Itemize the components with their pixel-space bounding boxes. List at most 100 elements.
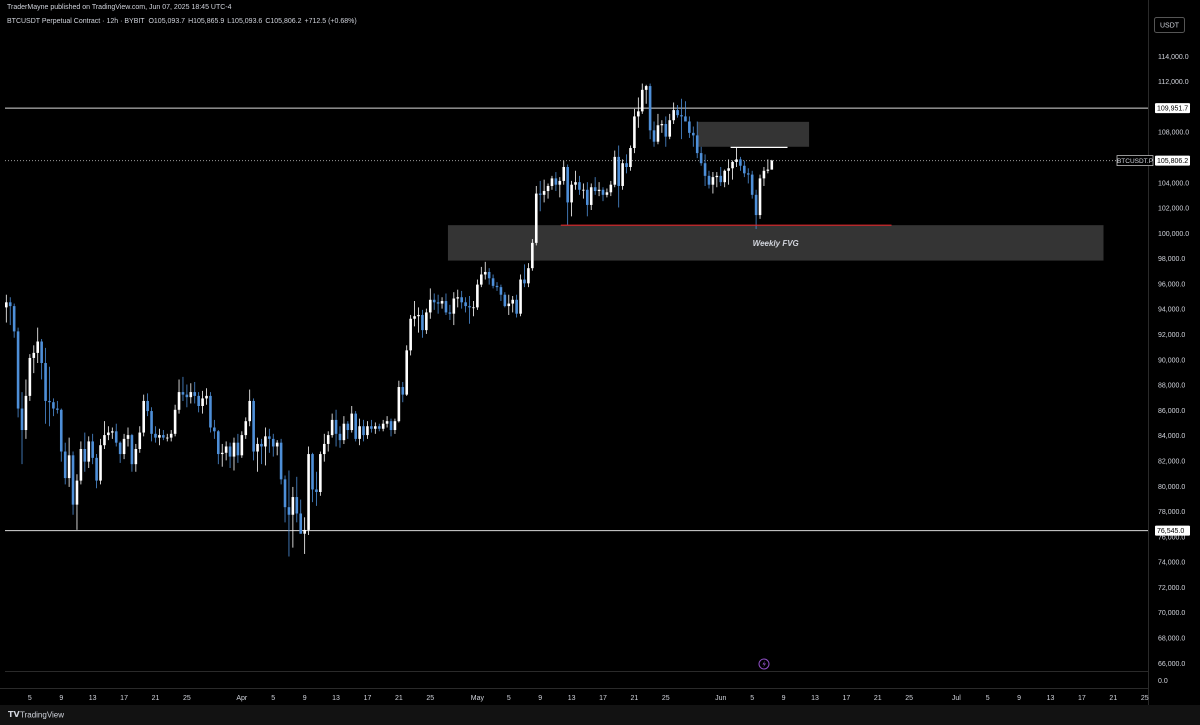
candle-body xyxy=(542,191,546,195)
candle-body xyxy=(762,170,766,179)
level-label-box xyxy=(1155,525,1190,536)
candle-body xyxy=(118,442,122,455)
candle-body xyxy=(12,306,16,332)
legend-low: L105,093.6 xyxy=(227,18,262,25)
currency[interactable]: USDT xyxy=(1160,22,1180,29)
candle-body xyxy=(464,302,467,307)
candle-body xyxy=(103,435,106,446)
candle-body xyxy=(165,437,169,439)
candle-body xyxy=(126,435,130,439)
candle-body xyxy=(452,298,456,314)
candle-body xyxy=(114,431,118,443)
candle-body xyxy=(16,331,20,409)
candle-body xyxy=(538,193,542,195)
candle-body xyxy=(154,433,157,438)
candle-body xyxy=(460,297,463,303)
x-tick-label: 13 xyxy=(89,695,97,702)
candle-body xyxy=(491,278,495,286)
currency-box[interactable] xyxy=(1154,17,1185,33)
candle-body xyxy=(680,115,683,117)
candle-body xyxy=(268,436,271,439)
last-price-name: BTCUSDT.P xyxy=(1117,158,1153,165)
candle-body xyxy=(664,124,668,137)
y-tick-label: 78,000.0 xyxy=(1158,509,1185,516)
candle-body xyxy=(130,435,134,465)
candle-body xyxy=(719,175,723,183)
x-tick-label: 9 xyxy=(782,695,786,702)
candle-body xyxy=(421,314,424,331)
candle-body xyxy=(264,436,267,447)
x-tick-label: 17 xyxy=(599,695,607,702)
candle-body xyxy=(252,400,255,452)
candle-body xyxy=(691,132,695,136)
candle-body xyxy=(574,182,577,185)
candle-body xyxy=(79,448,83,481)
legend-close: C105,806.2 xyxy=(265,18,301,25)
candle-body xyxy=(585,189,589,205)
candle-body xyxy=(770,160,774,170)
candle-body xyxy=(727,168,730,171)
legend-high: H105,865.9 xyxy=(188,18,224,25)
candle-body xyxy=(83,448,87,462)
candle-body xyxy=(609,184,613,193)
candle-body xyxy=(503,294,507,307)
candle-body xyxy=(589,187,593,205)
candle-body xyxy=(213,427,216,432)
y-tick-label: 86,000.0 xyxy=(1158,408,1185,415)
candle-body xyxy=(499,287,503,295)
candle-body xyxy=(417,314,420,317)
y-tick-label: 66,000.0 xyxy=(1158,661,1185,668)
candle-body xyxy=(240,435,244,456)
candle-body xyxy=(531,242,534,269)
candle-body xyxy=(617,156,621,186)
candle-body xyxy=(260,443,263,447)
candle-body xyxy=(625,163,628,168)
zone-label: Weekly FVG xyxy=(753,239,799,248)
zone xyxy=(697,121,810,147)
candle-body xyxy=(601,189,605,195)
candle-body xyxy=(562,167,566,181)
candle-body xyxy=(71,455,75,505)
x-tick-label: 21 xyxy=(631,695,639,702)
y-tick-label: 114,000.0 xyxy=(1158,54,1189,61)
candle-body xyxy=(621,163,624,186)
candle-body xyxy=(660,124,664,126)
candle-body xyxy=(758,178,762,216)
y-tick-label: 68,000.0 xyxy=(1158,636,1185,643)
candle-body xyxy=(40,341,43,364)
x-tick-label: 13 xyxy=(811,695,819,702)
alert-icon[interactable] xyxy=(758,658,770,670)
x-tick-label: 9 xyxy=(303,695,307,702)
y-tick-label: 94,000.0 xyxy=(1158,307,1185,314)
candle-body xyxy=(59,409,63,452)
candle-body xyxy=(566,167,569,203)
candle-body xyxy=(209,395,212,428)
ohlc-legend: BTCUSDT Perpetual Contract · 12h · BYBIT… xyxy=(7,18,357,25)
candle-body xyxy=(5,302,8,308)
candle-body xyxy=(122,438,126,455)
candle-body xyxy=(56,408,59,410)
x-tick-label: 17 xyxy=(364,695,372,702)
x-tick-label: 17 xyxy=(120,695,128,702)
candle-body xyxy=(162,435,165,438)
candle-body xyxy=(232,442,236,457)
level-label-box xyxy=(1155,103,1190,114)
y-tick-label: 112,000.0 xyxy=(1158,79,1189,86)
candle-body xyxy=(448,312,452,314)
y-tick-label: 76,000.0 xyxy=(1158,534,1185,541)
x-tick-label: Apr xyxy=(236,695,248,702)
candle-body xyxy=(28,357,32,396)
candle-body xyxy=(746,173,750,175)
candle-body xyxy=(550,178,554,186)
candle-body xyxy=(715,175,719,178)
y-tick-label: 90,000.0 xyxy=(1158,357,1185,364)
candle-body xyxy=(36,341,40,353)
legend-open: O105,093.7 xyxy=(148,18,185,25)
candle-body xyxy=(511,299,515,304)
y-tick-label: 72,000.0 xyxy=(1158,585,1185,592)
candle-body xyxy=(52,402,55,409)
candle-body xyxy=(440,301,444,304)
candle-body xyxy=(483,271,487,275)
candle-body xyxy=(652,130,656,142)
